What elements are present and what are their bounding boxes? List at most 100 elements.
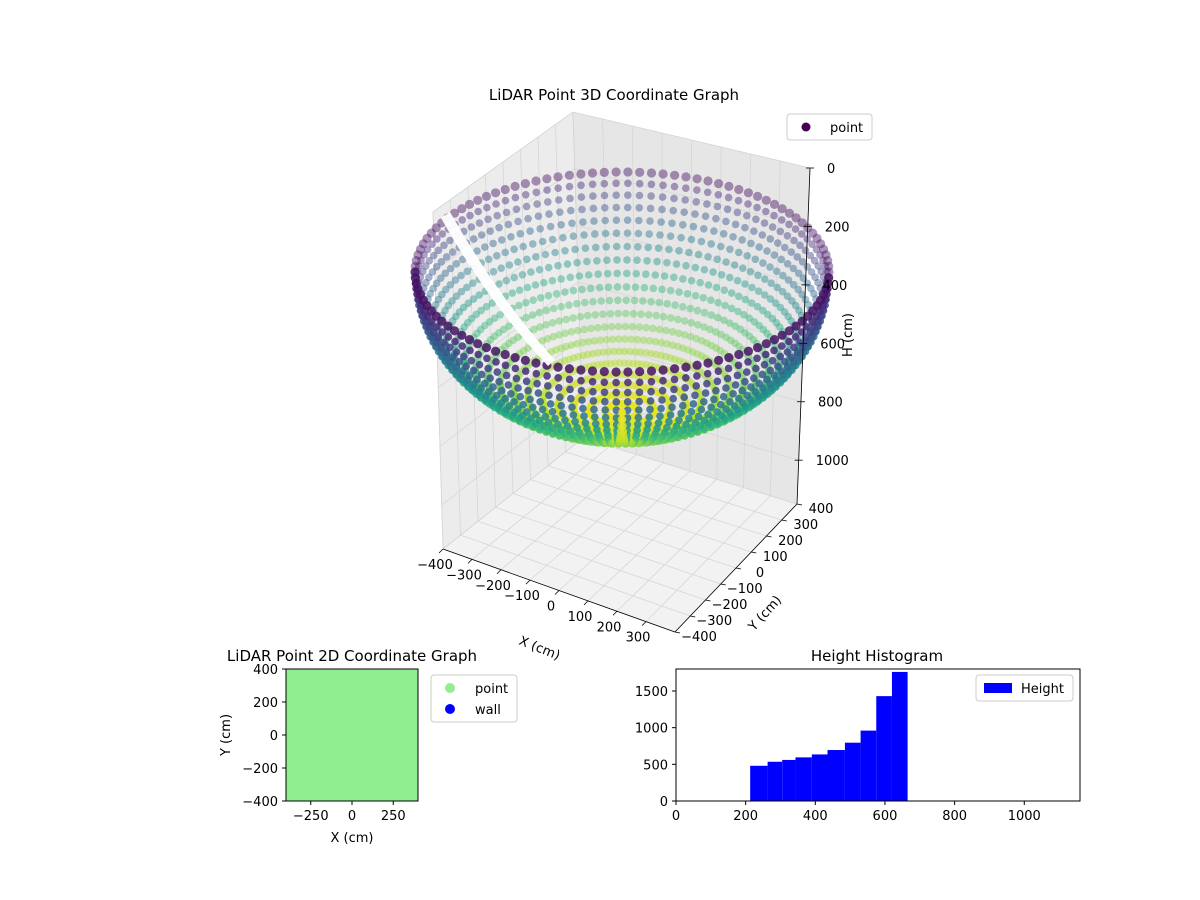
- point-marker: [823, 256, 833, 266]
- point-marker: [437, 316, 447, 326]
- point-marker: [655, 325, 664, 334]
- point-marker: [475, 291, 484, 299]
- point-marker: [501, 394, 510, 403]
- point-marker: [486, 227, 495, 235]
- point-marker: [692, 174, 702, 184]
- point-marker: [606, 402, 615, 410]
- point-marker: [516, 230, 525, 238]
- point-marker: [707, 296, 715, 305]
- point-marker: [730, 261, 739, 269]
- point-marker: [595, 372, 603, 381]
- point-marker: [773, 283, 781, 292]
- point-marker: [692, 382, 700, 390]
- point-marker: [662, 326, 670, 335]
- point-marker: [589, 397, 598, 405]
- point-marker: [799, 274, 808, 283]
- point-marker: [505, 339, 513, 348]
- point-marker: [594, 323, 602, 332]
- point-marker: [731, 381, 740, 389]
- hist-bars: [750, 671, 908, 801]
- point-marker: [543, 186, 551, 194]
- point-marker: [593, 361, 602, 369]
- point-marker: [510, 398, 518, 406]
- point-marker: [687, 235, 696, 244]
- point-marker: [612, 216, 621, 224]
- point-marker: [766, 263, 774, 271]
- point-marker: [727, 289, 736, 297]
- point-marker: [646, 397, 655, 405]
- point-marker: [747, 299, 756, 307]
- y-tick-label-2d: 200: [253, 696, 278, 711]
- point-marker: [452, 260, 461, 268]
- point-marker: [601, 216, 609, 225]
- point-marker: [587, 168, 598, 178]
- point-marker: [566, 194, 574, 203]
- point-marker: [601, 229, 610, 238]
- point-marker: [743, 188, 754, 198]
- point-marker: [714, 179, 724, 189]
- point-marker: [529, 240, 537, 248]
- point-marker: [610, 347, 618, 356]
- point-marker: [763, 375, 771, 384]
- point-marker: [689, 222, 698, 231]
- point-marker: [636, 348, 645, 357]
- point-marker: [458, 342, 467, 350]
- point-marker: [808, 240, 816, 248]
- point-marker: [726, 273, 734, 282]
- point-marker: [580, 231, 588, 239]
- point-marker: [784, 326, 795, 336]
- point-marker: [762, 350, 770, 359]
- point-marker: [602, 335, 611, 344]
- point-marker: [775, 323, 784, 331]
- point-marker: [501, 196, 510, 205]
- point-marker: [639, 336, 648, 345]
- point-marker: [599, 348, 608, 357]
- point-marker: [681, 172, 691, 182]
- point-marker: [754, 271, 762, 280]
- point-marker: [666, 286, 675, 295]
- point-marker: [523, 255, 531, 264]
- point-marker: [647, 387, 655, 396]
- point-marker: [668, 403, 676, 412]
- point-marker: [538, 405, 547, 414]
- point-marker: [644, 311, 653, 319]
- point-marker: [532, 188, 541, 197]
- point-marker: [529, 296, 537, 305]
- point-marker: [816, 239, 826, 249]
- point-marker: [798, 290, 806, 299]
- point-marker: [612, 203, 621, 212]
- point-marker: [729, 390, 737, 398]
- point-marker: [781, 243, 789, 252]
- point-marker: [491, 188, 501, 198]
- point-marker: [504, 381, 513, 389]
- point-marker: [747, 239, 755, 248]
- point-marker: [686, 332, 695, 341]
- point-marker: [734, 307, 742, 316]
- point-marker: [770, 371, 779, 380]
- point-marker: [812, 233, 822, 243]
- legend-wall-label: wall: [475, 703, 501, 718]
- point-marker: [512, 374, 521, 383]
- point-marker: [601, 413, 610, 422]
- point-marker: [694, 250, 703, 259]
- point-marker: [440, 338, 448, 347]
- point-marker: [492, 358, 500, 366]
- point-marker: [794, 285, 802, 294]
- point-marker: [724, 364, 733, 373]
- point-marker: [451, 337, 459, 346]
- point-marker: [801, 246, 810, 255]
- point-marker: [484, 255, 493, 264]
- point-marker: [768, 223, 777, 231]
- point-marker: [797, 218, 807, 228]
- point-marker: [571, 380, 579, 389]
- point-marker: [514, 384, 522, 392]
- point-marker: [601, 406, 609, 414]
- point-marker: [428, 268, 437, 276]
- point-marker: [569, 286, 578, 295]
- point-marker: [647, 349, 655, 358]
- point-marker: [761, 291, 769, 299]
- point-marker: [534, 389, 543, 397]
- point-marker: [767, 279, 775, 288]
- point-marker: [528, 311, 537, 319]
- point-marker: [638, 360, 646, 369]
